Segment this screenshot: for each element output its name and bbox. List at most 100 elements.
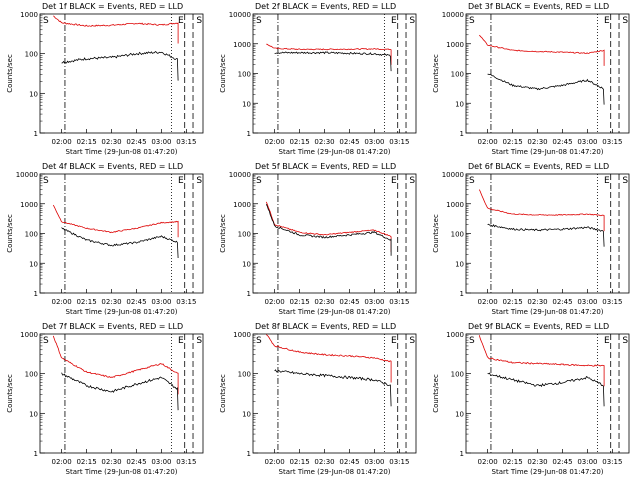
y-tick-label: 10 <box>242 410 251 418</box>
series-line-lld <box>478 335 605 387</box>
panel-title: Det 1f BLACK = Events, RED = LLD <box>42 2 183 11</box>
plot-frame <box>465 173 630 294</box>
plot-frame <box>465 333 630 454</box>
x-axis-label: Start Time (29-Jun-08 01:47:20) <box>66 468 178 476</box>
x-tick-label: 02:15 <box>76 138 96 146</box>
detector-panel-1: Det 1f BLACK = Events, RED = LLD Counts/s… <box>6 2 204 156</box>
plot-frame <box>39 13 204 134</box>
x-tick-label: 02:45 <box>339 138 359 146</box>
x-tick-label: 03:00 <box>151 138 171 146</box>
marker-letter: E <box>178 336 184 346</box>
y-axis-label: Counts/sec <box>432 374 440 413</box>
y-tick-label: 1 <box>460 130 464 138</box>
y-tick-label: 100 <box>238 371 251 379</box>
x-tick-label: 02:45 <box>552 298 572 306</box>
plot-frame <box>252 333 417 454</box>
marker-letter: S <box>469 16 475 26</box>
x-tick-label: 02:45 <box>126 458 146 466</box>
y-axis-label: Counts/sec <box>219 374 227 413</box>
y-tick-label: 10000 <box>16 171 38 179</box>
x-tick-label: 02:15 <box>76 298 96 306</box>
y-tick-label: 100 <box>451 71 464 79</box>
x-tick-label: 02:30 <box>314 458 334 466</box>
x-tick-label: 03:15 <box>389 458 409 466</box>
series-line-events <box>487 223 605 247</box>
detector-panel-6: Det 6f BLACK = Events, RED = LLD Counts/s… <box>432 162 630 316</box>
x-tick-label: 03:15 <box>602 298 622 306</box>
x-tick-label: 03:15 <box>176 298 196 306</box>
y-tick-label: 10 <box>455 410 464 418</box>
marker-letter: S <box>256 176 262 186</box>
plot-frame <box>39 173 204 294</box>
panel-title: Det 4f BLACK = Events, RED = LLD <box>42 162 183 171</box>
detector-panel-5: Det 5f BLACK = Events, RED = LLD Counts/s… <box>219 162 417 316</box>
y-tick-label: 1000 <box>20 331 38 339</box>
y-axis-label: Counts/sec <box>432 54 440 93</box>
panel-title: Det 8f BLACK = Events, RED = LLD <box>255 322 396 331</box>
y-tick-label: 10 <box>455 100 464 108</box>
x-tick-label: 02:15 <box>502 458 522 466</box>
series-line-lld <box>478 189 605 232</box>
y-tick-label: 10 <box>242 260 251 268</box>
panel-title: Det 3f BLACK = Events, RED = LLD <box>468 2 609 11</box>
marker-letter: S <box>256 16 262 26</box>
marker-letter: S <box>196 176 202 186</box>
y-tick-label: 1 <box>460 290 464 298</box>
x-tick-label: 02:15 <box>289 298 309 306</box>
series-line-lld <box>266 334 392 383</box>
y-tick-label: 1 <box>247 450 251 458</box>
x-tick-label: 03:00 <box>151 298 171 306</box>
x-tick-label: 02:30 <box>527 458 547 466</box>
x-tick-label: 02:15 <box>289 138 309 146</box>
x-tick-label: 03:00 <box>577 138 597 146</box>
marker-letter: S <box>622 176 628 186</box>
marker-letter: S <box>43 336 49 346</box>
y-axis-label: Counts/sec <box>6 214 14 253</box>
panel-title: Det 9f BLACK = Events, RED = LLD <box>468 322 609 331</box>
x-tick-label: 03:00 <box>364 298 384 306</box>
marker-letter: E <box>391 336 397 346</box>
marker-letter: S <box>43 176 49 186</box>
marker-letter: S <box>256 336 262 346</box>
marker-letter: S <box>409 336 415 346</box>
x-tick-label: 03:00 <box>364 458 384 466</box>
x-tick-label: 02:15 <box>502 138 522 146</box>
panel-title: Det 6f BLACK = Events, RED = LLD <box>468 162 609 171</box>
marker-letter: E <box>391 16 397 26</box>
y-tick-label: 1000 <box>233 201 251 209</box>
x-tick-label: 02:15 <box>502 298 522 306</box>
y-tick-label: 100 <box>25 51 38 59</box>
marker-letter: E <box>178 176 184 186</box>
panel-title: Det 5f BLACK = Events, RED = LLD <box>255 162 396 171</box>
y-tick-label: 100 <box>25 371 38 379</box>
y-tick-label: 1000 <box>446 41 464 49</box>
y-axis-label: Counts/sec <box>432 214 440 253</box>
y-tick-label: 10 <box>242 100 251 108</box>
x-tick-label: 02:45 <box>126 138 146 146</box>
series-line-events <box>274 51 392 72</box>
x-axis-label: Start Time (29-Jun-08 01:47:20) <box>492 308 604 316</box>
y-axis-label: Counts/sec <box>6 54 14 93</box>
y-axis-label: Counts/sec <box>219 214 227 253</box>
x-tick-label: 02:45 <box>126 298 146 306</box>
y-tick-label: 10 <box>29 410 38 418</box>
x-tick-label: 02:30 <box>314 298 334 306</box>
y-tick-label: 100 <box>25 231 38 239</box>
plot-frame <box>465 13 630 134</box>
y-tick-label: 1000 <box>233 331 251 339</box>
x-axis-label: Start Time (29-Jun-08 01:47:20) <box>279 148 391 156</box>
y-tick-label: 100 <box>238 71 251 79</box>
series-line-lld <box>53 15 179 44</box>
marker-letter: S <box>622 336 628 346</box>
x-tick-label: 03:15 <box>389 298 409 306</box>
x-tick-label: 02:00 <box>265 458 285 466</box>
series-line-lld <box>479 34 605 66</box>
detector-panel-3: Det 3f BLACK = Events, RED = LLD Counts/s… <box>432 2 630 156</box>
y-tick-label: 1000 <box>446 201 464 209</box>
y-tick-label: 1000 <box>20 11 38 19</box>
marker-letter: S <box>409 176 415 186</box>
marker-letter: S <box>469 176 475 186</box>
series-line-events <box>61 227 179 259</box>
x-tick-label: 03:15 <box>602 458 622 466</box>
